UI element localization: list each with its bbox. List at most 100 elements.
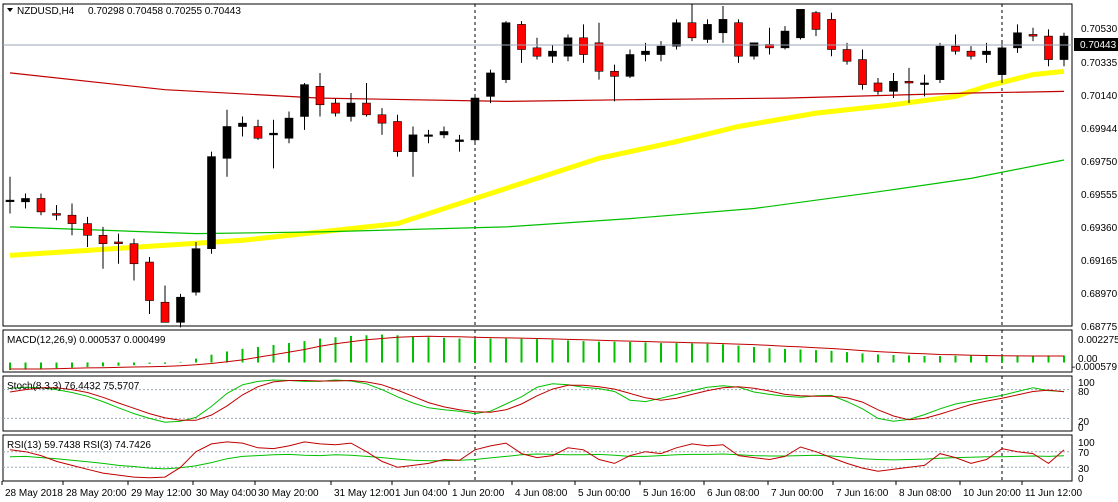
macd-bar <box>644 342 647 363</box>
time-label: 30 May 20:00 <box>258 488 319 499</box>
macd-bar <box>768 348 771 363</box>
candle-body <box>935 45 945 80</box>
macd-bar <box>427 337 430 363</box>
macd-bar <box>381 334 383 363</box>
macd-bar <box>148 362 151 364</box>
price-tick: 0.70140 <box>1081 91 1118 102</box>
macd-bar <box>520 338 523 363</box>
macd-panel[interactable]: MACD(12,26,9) 0.000537 0.000499 0.002275… <box>2 329 1118 373</box>
price-tick: 0.70335 <box>1081 58 1118 69</box>
candle-body <box>21 198 30 203</box>
candle-body <box>253 126 263 139</box>
candle <box>486 69 495 104</box>
candle <box>145 257 154 314</box>
time-label: 7 Jun 00:00 <box>771 488 824 499</box>
stoch-signal-line <box>9 379 1065 421</box>
candlesticks <box>5 4 1069 328</box>
macd-bar <box>40 362 42 369</box>
stoch-tick: 20 <box>1078 417 1090 428</box>
macd-bar <box>815 350 817 363</box>
macd-bar <box>412 336 414 363</box>
candle-body <box>455 139 464 142</box>
macd-bar <box>334 337 337 363</box>
candle-body <box>1059 35 1069 60</box>
collapse-triangle-icon[interactable] <box>7 8 13 12</box>
candle <box>904 67 914 104</box>
stoch-label: Stoch(8,3,3) 76.4432 75.5707 <box>7 381 140 392</box>
candle <box>935 42 945 83</box>
macd-bar <box>319 338 321 363</box>
macd-bar <box>443 337 445 363</box>
candle-body <box>439 131 449 136</box>
price-tick: 0.69555 <box>1081 190 1118 201</box>
candle-body <box>346 102 356 117</box>
candle-body <box>672 22 681 47</box>
candle-body <box>176 296 185 323</box>
macd-bar <box>164 362 166 364</box>
candle-body <box>36 198 46 213</box>
macd-bar <box>102 362 104 367</box>
candle-body <box>811 12 821 30</box>
candle-body <box>362 102 371 116</box>
candle-body <box>470 97 480 141</box>
candle-body <box>408 134 418 152</box>
candle-body <box>238 122 247 127</box>
macd-bar <box>908 355 910 363</box>
candle <box>749 42 759 60</box>
candle <box>5 176 15 214</box>
candle-body <box>718 19 728 34</box>
macd-bar <box>613 341 616 363</box>
macd-bar <box>675 343 678 363</box>
time-axis: 28 May 2018 28 May 20:00 29 May 12:00 30 Ma… <box>1 481 1083 499</box>
candle-body <box>222 126 232 159</box>
candle <box>532 37 542 60</box>
macd-bar <box>226 351 228 363</box>
macd-bar <box>303 341 306 363</box>
macd-signal-line <box>10 335 1064 370</box>
macd-bar <box>365 335 368 363</box>
rsi-panel[interactable]: RSI(13) 59.7438 RSI(3) 74.7426 100 70 30… <box>2 434 1095 485</box>
candle <box>1013 24 1022 53</box>
price-panel[interactable]: NZDUSD,H4 0.70298 0.70458 0.70255 0.7044… <box>2 3 1118 333</box>
candle <box>951 34 960 55</box>
price-tick: 0.69944 <box>1081 124 1118 135</box>
candle-body <box>284 117 294 139</box>
candle-body <box>951 45 960 52</box>
macd-bar <box>458 338 461 363</box>
candle-body <box>904 81 914 84</box>
candle <box>114 233 123 264</box>
candle <box>21 193 30 209</box>
macd-bar <box>737 345 740 363</box>
price-panel-frame <box>2 3 1073 327</box>
candle <box>393 114 402 157</box>
price-tick: 0.69750 <box>1081 157 1118 168</box>
macd-bar <box>1047 355 1050 363</box>
candle <box>920 74 929 97</box>
rsi-tick: 70 <box>1078 448 1090 459</box>
macd-bar <box>582 341 585 363</box>
rsi-tick: 0 <box>1078 474 1084 485</box>
macd-bar <box>133 362 135 366</box>
stoch-panel[interactable]: Stoch(8,3,3) 76.4432 75.5707 100 80 20 0 <box>2 375 1095 434</box>
candle-body <box>52 213 61 216</box>
macd-bar <box>954 355 957 363</box>
macd-bar <box>55 362 58 369</box>
stoch-lines <box>3 379 1072 423</box>
candle-body <box>1028 34 1038 37</box>
candle <box>98 226 108 269</box>
price-tick: 0.68775 <box>1081 322 1118 333</box>
candle-body <box>842 49 852 62</box>
candle-body <box>300 84 309 117</box>
candle-body <box>160 301 170 323</box>
candle <box>222 109 232 177</box>
candle <box>687 4 697 42</box>
candle <box>52 205 61 221</box>
price-tick: 0.70530 <box>1081 24 1118 35</box>
stoch-panel-frame <box>2 375 1073 432</box>
candle-body <box>579 37 588 55</box>
candle <box>36 193 46 216</box>
candle-body <box>625 54 635 77</box>
macd-bar <box>892 354 895 363</box>
macd-bar <box>970 355 972 363</box>
